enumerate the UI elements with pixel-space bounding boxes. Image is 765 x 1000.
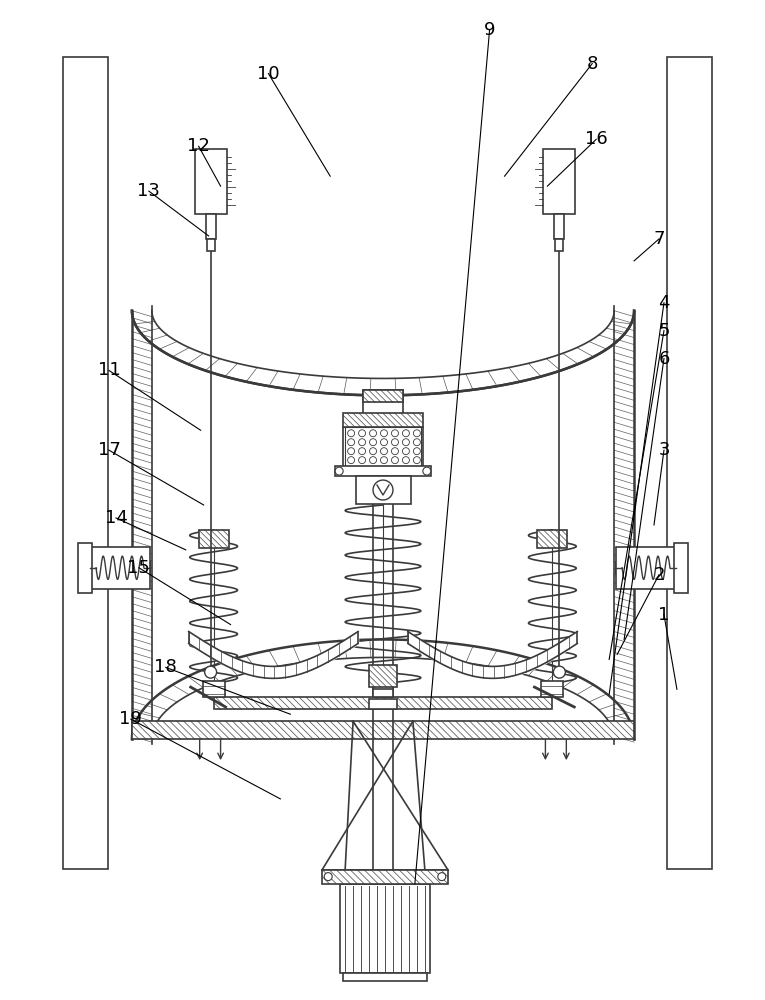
Text: 3: 3: [658, 441, 669, 459]
Text: 4: 4: [658, 294, 669, 312]
Bar: [78, 543, 92, 593]
Circle shape: [335, 467, 343, 475]
Circle shape: [359, 457, 366, 464]
Circle shape: [380, 448, 388, 455]
Circle shape: [413, 457, 420, 464]
Text: 8: 8: [587, 55, 598, 73]
Bar: [538, 530, 568, 548]
Circle shape: [359, 430, 366, 437]
Text: 14: 14: [105, 509, 128, 527]
Circle shape: [392, 439, 399, 446]
Circle shape: [373, 480, 393, 500]
Bar: [340, 884, 430, 973]
Text: 15: 15: [128, 559, 151, 577]
Bar: [373, 689, 393, 697]
Bar: [345, 427, 421, 467]
Text: 5: 5: [658, 322, 669, 340]
Text: 6: 6: [659, 350, 669, 368]
Bar: [132, 721, 634, 739]
Circle shape: [392, 448, 399, 455]
Text: 7: 7: [653, 230, 665, 248]
Circle shape: [402, 457, 409, 464]
Circle shape: [359, 439, 366, 446]
Bar: [343, 413, 423, 427]
Circle shape: [438, 873, 446, 881]
Circle shape: [369, 448, 376, 455]
Circle shape: [402, 439, 409, 446]
Text: 17: 17: [98, 441, 120, 459]
Circle shape: [347, 439, 355, 446]
Bar: [343, 427, 423, 468]
Circle shape: [380, 439, 388, 446]
Circle shape: [392, 457, 399, 464]
Bar: [199, 530, 229, 548]
Circle shape: [413, 430, 420, 437]
Circle shape: [402, 448, 409, 455]
Bar: [369, 699, 397, 709]
Bar: [543, 149, 575, 214]
Circle shape: [369, 430, 376, 437]
Bar: [542, 681, 563, 697]
Text: 1: 1: [659, 606, 669, 624]
Bar: [194, 149, 226, 214]
Circle shape: [380, 457, 388, 464]
Bar: [90, 547, 150, 589]
Circle shape: [369, 439, 376, 446]
Bar: [363, 390, 403, 415]
Bar: [343, 973, 427, 981]
Bar: [555, 239, 563, 251]
Circle shape: [347, 448, 355, 455]
Text: 18: 18: [155, 658, 177, 676]
Bar: [369, 665, 397, 687]
Circle shape: [553, 666, 565, 678]
Text: 11: 11: [98, 361, 120, 379]
Text: 16: 16: [585, 130, 607, 148]
Bar: [207, 239, 215, 251]
Bar: [213, 697, 552, 709]
Circle shape: [347, 430, 355, 437]
Bar: [206, 214, 216, 239]
Bar: [335, 466, 431, 476]
Bar: [63, 57, 108, 869]
Bar: [322, 870, 448, 884]
Bar: [616, 547, 676, 589]
Circle shape: [324, 873, 332, 881]
Text: 2: 2: [653, 566, 665, 584]
Circle shape: [392, 430, 399, 437]
Circle shape: [413, 439, 420, 446]
Text: 12: 12: [187, 137, 210, 155]
Circle shape: [205, 666, 216, 678]
Bar: [555, 214, 565, 239]
Bar: [356, 476, 411, 504]
Circle shape: [423, 467, 431, 475]
Circle shape: [413, 448, 420, 455]
Text: 13: 13: [138, 182, 161, 200]
Text: 19: 19: [119, 710, 142, 728]
Bar: [674, 543, 688, 593]
Text: 10: 10: [257, 65, 280, 83]
Bar: [667, 57, 711, 869]
Circle shape: [380, 430, 388, 437]
Circle shape: [359, 448, 366, 455]
Circle shape: [347, 457, 355, 464]
Bar: [203, 681, 225, 697]
Bar: [363, 390, 403, 402]
Circle shape: [369, 457, 376, 464]
Circle shape: [402, 430, 409, 437]
Text: 9: 9: [483, 21, 496, 39]
